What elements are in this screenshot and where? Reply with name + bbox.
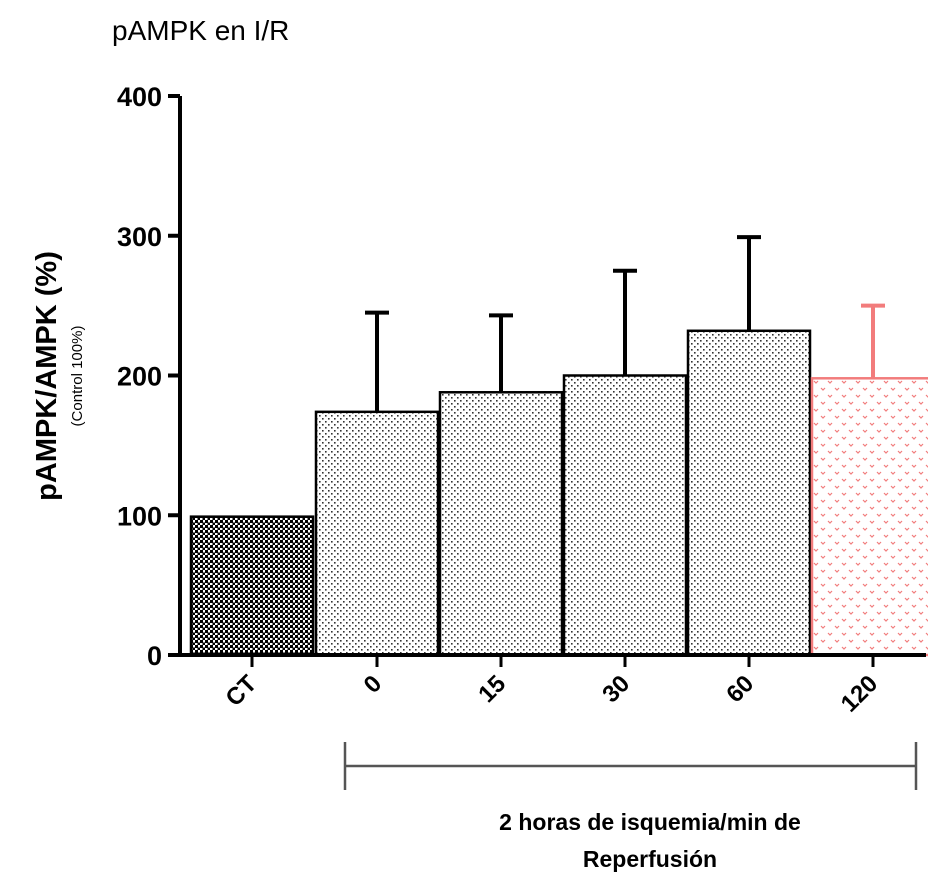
y-tick-label: 400 [117,82,162,112]
x-tick-label-CT: CT [221,670,263,712]
bars-group [189,235,928,657]
y-tick-label: 0 [147,641,162,671]
bar-15 [438,391,564,657]
x-tick-label-30: 30 [597,670,635,708]
y-axis-subtitle: (Control 100%) [69,326,86,427]
y-tick-label: 300 [117,222,162,252]
y-axis: 0 100 200 300 400 [117,82,180,671]
x-tick-label-0: 0 [359,670,388,699]
x-tick-label-60: 60 [721,670,759,708]
bar-120 [810,377,928,657]
bracket-label-line2: Reperfusión [583,846,717,872]
y-axis-title: pAMPK/AMPK (%) [31,251,63,501]
x-tick-label-15: 15 [473,670,511,708]
bar-60 [686,329,812,657]
y-tick-label: 200 [117,362,162,392]
bar-0 [314,410,440,657]
x-tick-label-120: 120 [836,670,883,717]
chart-title: pAMPK en I/R [112,15,289,46]
y-axis-label: pAMPK/AMPK (%) (Control 100%) [31,251,86,501]
x-axis: CT 0 15 30 60 120 [221,655,883,718]
bar-CT [189,515,315,657]
y-tick-label: 100 [117,501,162,531]
group-bracket: 2 horas de isquemia/min de Reperfusión [343,742,918,872]
bracket-label-line1: 2 horas de isquemia/min de [499,809,801,835]
bar-30 [562,374,688,657]
